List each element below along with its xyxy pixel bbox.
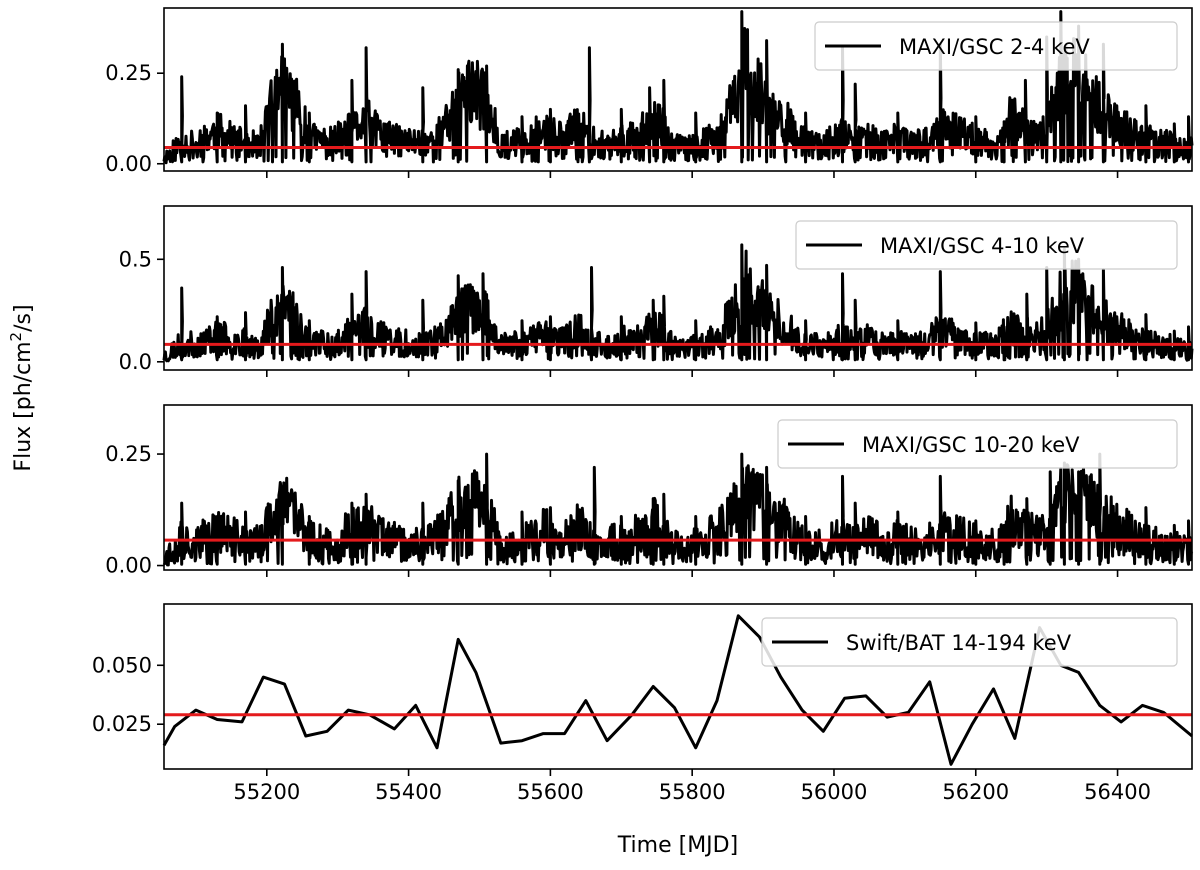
x-axis-label: Time [MJD] [617,833,738,858]
legend-label: Swift/BAT 14-194 keV [846,631,1072,655]
x-tick-label: 56200 [942,780,1009,804]
x-tick-label: 55800 [659,780,726,804]
y-tick-label: 0.025 [92,712,152,736]
x-tick-label: 55200 [233,780,300,804]
y-tick-label: 0.00 [105,152,152,176]
axes-frame [163,603,1193,770]
legend-label: MAXI/GSC 4-10 keV [880,234,1085,258]
panel-3: 0.00 0.25 MAXI/GSC 10-20 keV [105,404,1194,578]
panel-1: 0.00 0.25 MAXI/GSC 2-4 keV [105,7,1194,178]
legend: MAXI/GSC 4-10 keV [795,220,1178,270]
axes-frame [163,404,1193,571]
legend: Swift/BAT 14-194 keV [761,617,1178,667]
x-tick-label: 55400 [375,780,442,804]
panel-2: 0.0 0.5 MAXI/GSC 4-10 keV [119,205,1194,377]
legend: MAXI/GSC 2-4 keV [814,21,1178,71]
axes-frame [163,7,1193,172]
x-tick-label: 56400 [1084,780,1151,804]
series-line [162,243,1194,363]
legend-box [814,21,1178,71]
y-tick-label: 0.5 [119,247,152,271]
series-line [162,10,1194,165]
axes-frame [163,205,1193,371]
y-tick-label: 0.050 [92,653,152,677]
x-tick-label: 55600 [517,780,584,804]
y-tick-label: 0.25 [105,61,152,85]
series-line [162,452,1194,567]
y-axis-label: Flux [ph/cm2/s] [7,304,36,471]
x-tick-label: 56000 [801,780,868,804]
y-tick-label: 0.25 [105,442,152,466]
legend-label: MAXI/GSC 10-20 keV [862,433,1080,457]
series-line [162,614,1193,766]
panel-4: 55200 55400 55600 55800 56000 56200 56400 0.025… [92,603,1193,804]
legend-box [761,617,1178,667]
y-tick-label: 0.0 [119,350,152,374]
legend-box [777,419,1178,469]
legend-label: MAXI/GSC 2-4 keV [899,35,1090,59]
legend-box [795,220,1178,270]
legend: MAXI/GSC 10-20 keV [777,419,1178,469]
y-tick-label: 0.00 [105,554,152,578]
